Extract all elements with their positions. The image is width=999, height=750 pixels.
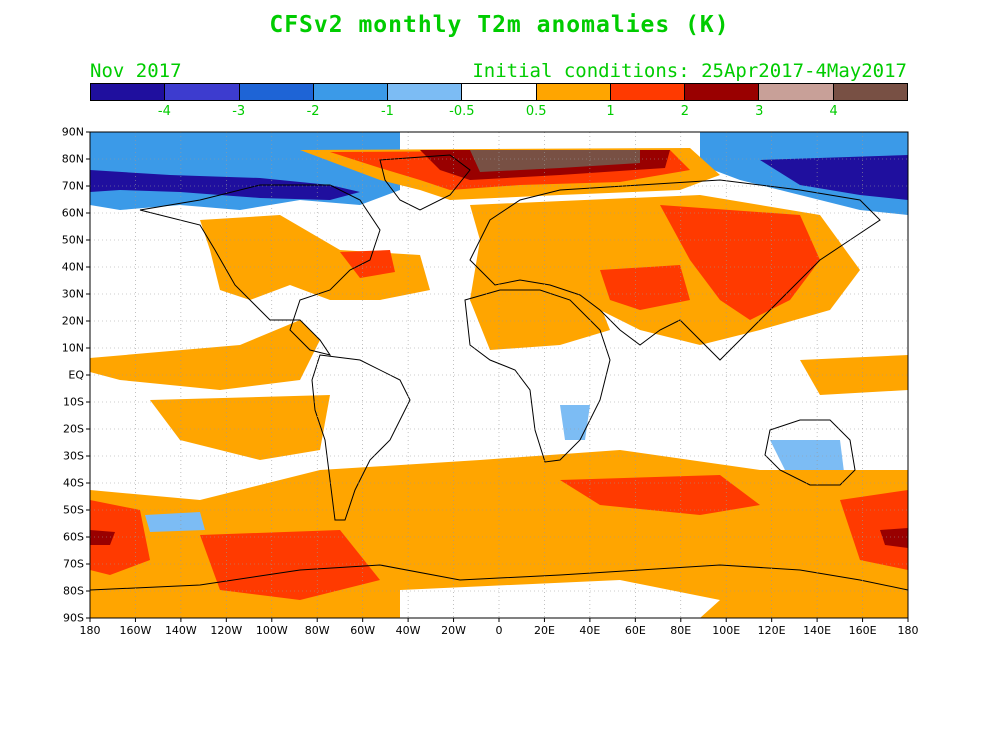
colorbar-label: 0.5	[525, 104, 547, 119]
colorbar-cell	[91, 84, 166, 100]
region-antarctic-interior-white	[400, 580, 720, 618]
region-southern-ocean-red-indian	[560, 475, 760, 515]
latitude-label: 90S	[63, 611, 84, 625]
colorbar-cell	[388, 84, 463, 100]
colorbar-label: -3	[232, 104, 246, 119]
colorbar-label: -1	[380, 104, 394, 119]
colorbar-label: 3	[755, 104, 764, 119]
region-atlantic-warm-spot	[340, 250, 395, 278]
colorbar-cell	[536, 84, 611, 100]
initial-conditions: Initial conditions: 25Apr2017-4May2017	[472, 60, 907, 82]
latitude-label: 60N	[61, 206, 84, 220]
region-southern-ocean-red-west	[90, 500, 150, 575]
longitude-label: 20E	[533, 624, 555, 637]
region-arctic-cold-east-deep	[760, 155, 908, 200]
region-pacific-cool-spot	[145, 512, 205, 532]
colorbar-cell	[759, 84, 834, 100]
latitude-label: 70S	[63, 557, 84, 571]
map-title: CFSv2 monthly T2m anomalies (K)	[269, 12, 730, 38]
latitude-label: 80S	[63, 584, 84, 598]
longitude-label: 120E	[757, 624, 786, 637]
longitude-label: 60E	[624, 624, 646, 637]
latitude-label: 80N	[61, 152, 84, 166]
latitude-label: 20S	[63, 422, 84, 436]
colorbar-cell	[833, 84, 907, 100]
longitude-label: 40E	[579, 624, 601, 637]
region-north-america-warm	[200, 215, 430, 300]
colorbar-label: 2	[680, 104, 690, 119]
longitude-label: 0	[495, 624, 503, 637]
longitude-label: 140E	[803, 624, 832, 637]
antarctica-coast	[90, 564, 908, 591]
region-southern-ocean-dark-west	[90, 530, 115, 545]
longitude-label: 140W	[164, 624, 197, 637]
region-south-pacific-warm	[150, 395, 330, 460]
region-arctic-cold-west	[90, 132, 400, 210]
australia-coast	[764, 419, 856, 486]
region-east-asia-warm	[660, 205, 820, 320]
coastlines	[90, 154, 908, 591]
region-southern-ocean-red-mid	[200, 530, 380, 600]
eurasia-coast	[469, 179, 881, 361]
latitude-label: 30S	[63, 449, 84, 463]
longitude-label: 80W	[304, 624, 330, 637]
colorbar-cell	[165, 84, 240, 100]
valid-month: Nov 2017	[90, 60, 182, 82]
south-america-coast	[311, 354, 411, 521]
colorbar-label: -2	[306, 104, 320, 119]
region-africa-east-warm	[470, 300, 610, 350]
colorbar-cell	[685, 84, 760, 100]
north-america-coast	[139, 184, 381, 356]
longitude-label: 120W	[210, 624, 243, 637]
africa-coast	[464, 289, 611, 463]
colorbar-label: -0.5	[449, 104, 475, 119]
colorbar-cell	[313, 84, 389, 100]
longitude-label: 80E	[670, 624, 692, 637]
latitude-label: EQ	[68, 368, 84, 382]
latitude-label: 10N	[61, 341, 84, 355]
latitude-label: 10S	[63, 395, 84, 409]
colorbar-label: 1	[606, 104, 615, 119]
greenland-coast	[379, 154, 471, 211]
longitude-label: 160W	[119, 624, 152, 637]
axis-ticks	[86, 131, 909, 622]
region-southern-ocean-dark-east	[880, 528, 908, 548]
latitude-label: 20N	[61, 314, 84, 328]
longitude-label: 100W	[255, 624, 288, 637]
region-arctic-cold-west-deep	[90, 170, 360, 200]
latitude-label: 60S	[63, 530, 84, 544]
longitude-label: 160E	[848, 624, 877, 637]
longitude-label: 100E	[712, 624, 741, 637]
latitude-label: 40N	[61, 260, 84, 274]
region-africa-cool	[560, 405, 590, 440]
latitude-label: 50N	[61, 233, 84, 247]
colorbar-cell	[462, 84, 537, 100]
latitude-label: 50S	[63, 503, 84, 517]
colorbar-cell	[239, 84, 314, 100]
latitude-label: 30N	[61, 287, 84, 301]
longitude-label: 40W	[395, 624, 421, 637]
region-central-asia-warm	[600, 265, 690, 310]
colorbar-label: -4	[157, 104, 171, 119]
longitude-label: 180	[79, 624, 101, 637]
colorbar-label: 4	[829, 104, 838, 119]
colorbar	[90, 83, 908, 101]
longitude-label: 180	[897, 624, 919, 637]
latitude-label: 90N	[61, 125, 84, 139]
graticule	[90, 132, 908, 618]
region-barents-warm-max	[470, 150, 640, 172]
colorbar-cell	[610, 84, 686, 100]
latitude-label: 70N	[61, 179, 84, 193]
longitude-label: 60W	[350, 624, 376, 637]
latitude-label: 40S	[63, 476, 84, 490]
region-east-pacific-warm	[90, 320, 320, 390]
longitude-label: 20W	[441, 624, 466, 637]
